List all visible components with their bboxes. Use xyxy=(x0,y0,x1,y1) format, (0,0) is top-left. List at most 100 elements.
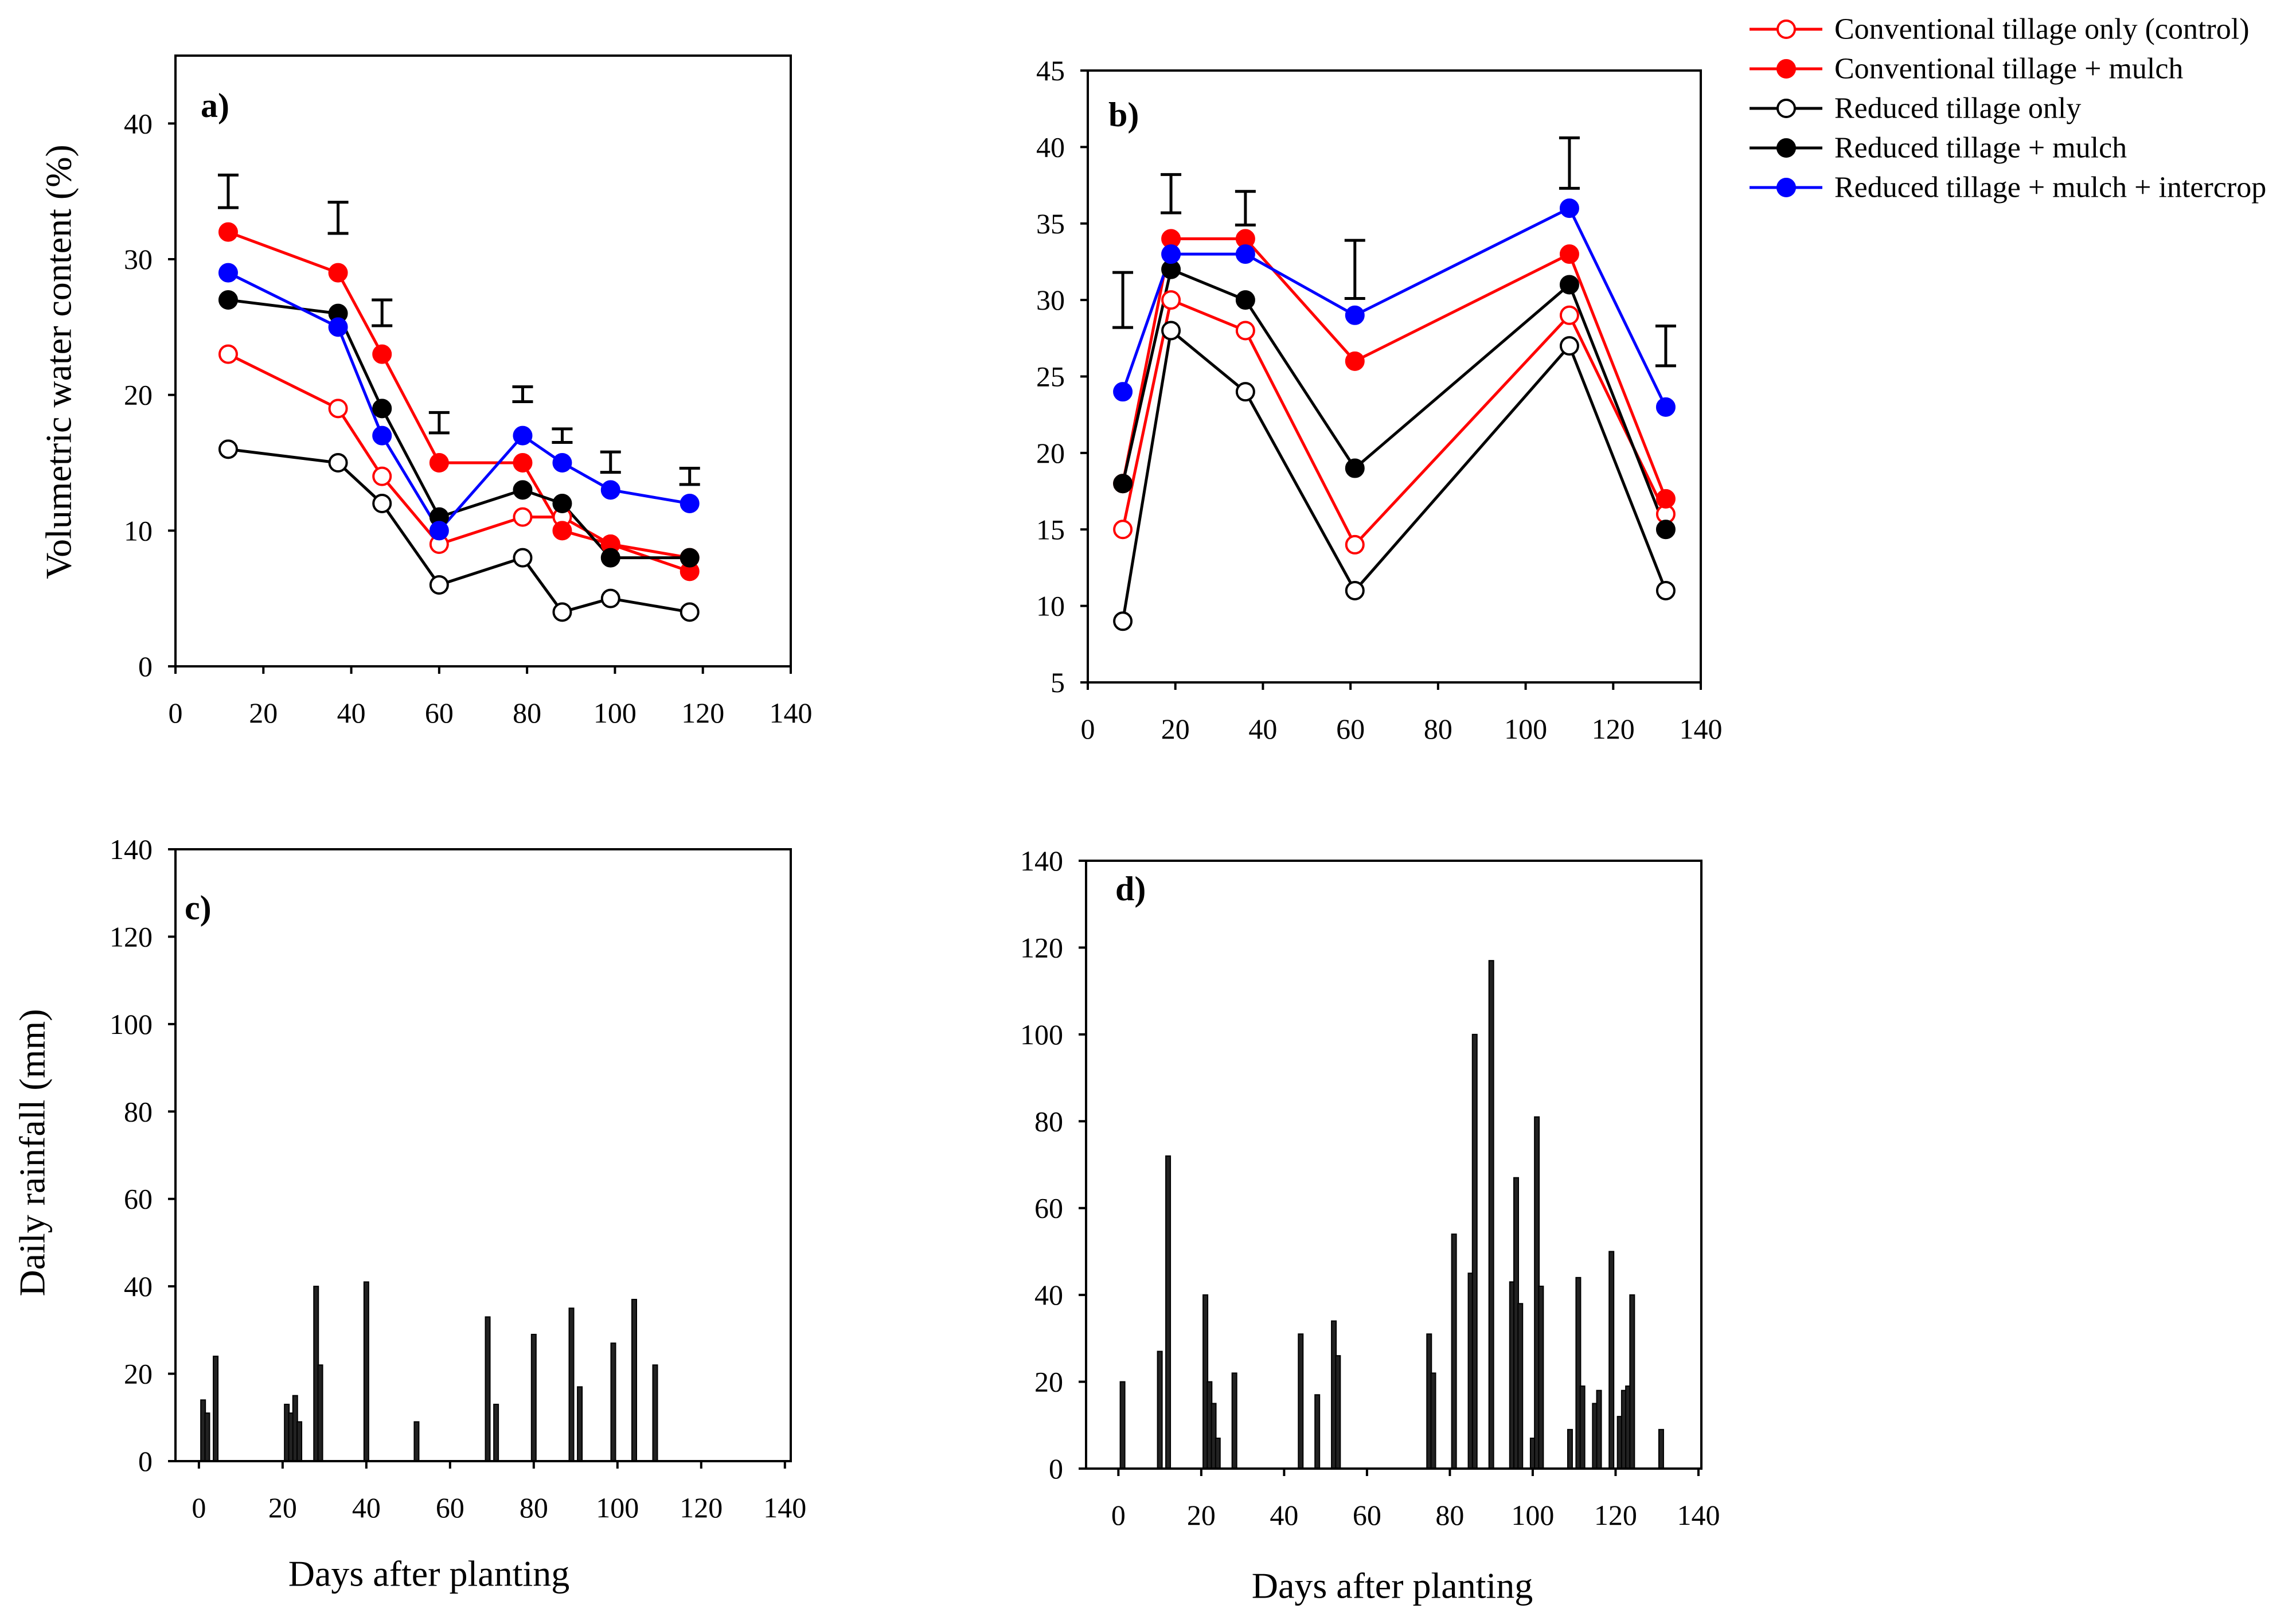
data-point xyxy=(372,425,392,446)
data-point xyxy=(372,344,392,364)
rainfall-bar xyxy=(1451,1233,1457,1469)
data-point xyxy=(1559,305,1579,325)
rainfall-bar xyxy=(1471,1033,1478,1470)
legend-marker xyxy=(1776,178,1796,197)
data-point xyxy=(218,290,238,310)
rainfall-bar xyxy=(493,1403,499,1462)
x-tick-label: 140 xyxy=(763,1492,806,1524)
data-point xyxy=(552,602,572,622)
data-point xyxy=(600,548,620,568)
data-point xyxy=(1655,520,1676,540)
rainfall-bar xyxy=(577,1386,583,1462)
y-tick-label: 100 xyxy=(1020,1018,1063,1051)
y-axis-label-c: Daily rainfall (mm) xyxy=(12,1009,53,1296)
data-point xyxy=(1235,321,1255,341)
y-tick-label: 0 xyxy=(138,650,153,682)
data-point xyxy=(1235,290,1255,310)
panel-d: 0 20 40 60 80 100 120 140 0 20 40 60 80 100 120 140 xyxy=(1020,845,1720,1531)
data-point xyxy=(218,439,238,459)
y-tick-label: 100 xyxy=(110,1008,153,1040)
panel-label-b: b) xyxy=(1108,96,1139,134)
x-tick-label: 40 xyxy=(1270,1499,1298,1531)
rainfall-bar xyxy=(296,1421,303,1462)
x-tick-label: 0 xyxy=(192,1492,206,1524)
x-tick-label: 100 xyxy=(1504,713,1547,745)
rainfall-bar xyxy=(1608,1251,1615,1469)
legend-label: Reduced tillage + mulch + intercrop xyxy=(1834,171,2266,204)
x-tick-label: 100 xyxy=(1511,1499,1554,1531)
y-tick-label: 30 xyxy=(124,243,153,275)
data-point xyxy=(513,507,533,527)
data-point xyxy=(1559,336,1579,356)
data-point xyxy=(429,521,449,541)
legend-item: Reduced tillage only xyxy=(1750,92,2081,125)
data-point xyxy=(429,575,449,595)
y-tick-label: 140 xyxy=(1020,845,1063,877)
data-point xyxy=(1559,275,1579,295)
legend: Conventional tillage only (control) Conve… xyxy=(1750,13,2266,204)
legend-label: Conventional tillage only (control) xyxy=(1834,13,2250,46)
data-point xyxy=(372,494,392,513)
x-tick-label: 120 xyxy=(680,1492,723,1524)
x-tick-label: 140 xyxy=(770,697,813,729)
data-point xyxy=(218,222,238,242)
legend-label: Reduced tillage only xyxy=(1834,92,2081,125)
panel-label-a: a) xyxy=(201,87,229,124)
panel-c: 0 20 40 60 80 100 120 140 0 20 40 60 80 100 120 140 xyxy=(110,833,806,1524)
series-line xyxy=(1121,206,1668,408)
y-tick-label: 20 xyxy=(124,379,153,411)
data-point xyxy=(600,588,620,608)
rainfall-bar xyxy=(1517,1303,1524,1469)
rainfall-bar xyxy=(1165,1155,1172,1470)
data-point xyxy=(1559,244,1579,264)
error-bar xyxy=(679,466,700,486)
y-tick-label: 10 xyxy=(124,514,153,546)
legend-marker xyxy=(1776,99,1796,118)
legend-item: Reduced tillage + mulch xyxy=(1750,132,2127,165)
x-tick-label: 40 xyxy=(337,697,366,729)
error-bar xyxy=(1655,324,1676,368)
data-point xyxy=(552,453,572,473)
y-tick-label: 20 xyxy=(1034,1366,1063,1398)
error-bar xyxy=(372,298,393,327)
x-tick-label: 120 xyxy=(1594,1499,1637,1531)
error-bar xyxy=(428,411,450,435)
rainfall-bar xyxy=(1538,1286,1544,1469)
y-axis-label-a: Volumetric water content (%) xyxy=(38,145,79,579)
x-tick-label: 0 xyxy=(169,697,183,729)
rainfall-bar xyxy=(631,1299,638,1462)
x-tick-label: 60 xyxy=(436,1492,464,1524)
data-point xyxy=(1345,580,1365,600)
x-tick-label: 100 xyxy=(596,1492,639,1524)
data-point xyxy=(1345,458,1365,478)
data-point xyxy=(600,480,620,500)
data-point xyxy=(1235,382,1255,402)
rainfall-bar xyxy=(1298,1333,1304,1469)
plot-frame xyxy=(174,848,792,1462)
y-tick-label: 40 xyxy=(1036,131,1065,163)
error-bar xyxy=(600,450,621,474)
y-tick-label: 40 xyxy=(1034,1279,1063,1311)
x-tick-label: 120 xyxy=(681,697,724,729)
rainfall-bar xyxy=(1231,1372,1237,1469)
x-tick-label: 80 xyxy=(1424,713,1452,745)
rainfall-bar xyxy=(1314,1394,1321,1469)
y-tick-label: 30 xyxy=(1036,284,1065,316)
y-tick-label: 120 xyxy=(1020,931,1063,963)
data-point xyxy=(1345,305,1365,325)
legend-label: Conventional tillage + mulch xyxy=(1834,53,2183,85)
error-bar xyxy=(1235,190,1256,227)
legend-item: Conventional tillage only (control) xyxy=(1750,13,2250,46)
data-point xyxy=(1113,611,1133,631)
x-tick-label: 140 xyxy=(1677,1499,1720,1531)
series-line xyxy=(1121,298,1668,546)
x-tick-label: 20 xyxy=(1187,1499,1216,1531)
y-tick-label: 35 xyxy=(1036,208,1065,240)
x-tick-label: 60 xyxy=(1353,1499,1381,1531)
data-point xyxy=(1113,382,1133,402)
rainfall-bar xyxy=(1119,1381,1126,1470)
data-point xyxy=(513,453,533,473)
y-tick-label: 20 xyxy=(124,1358,153,1390)
